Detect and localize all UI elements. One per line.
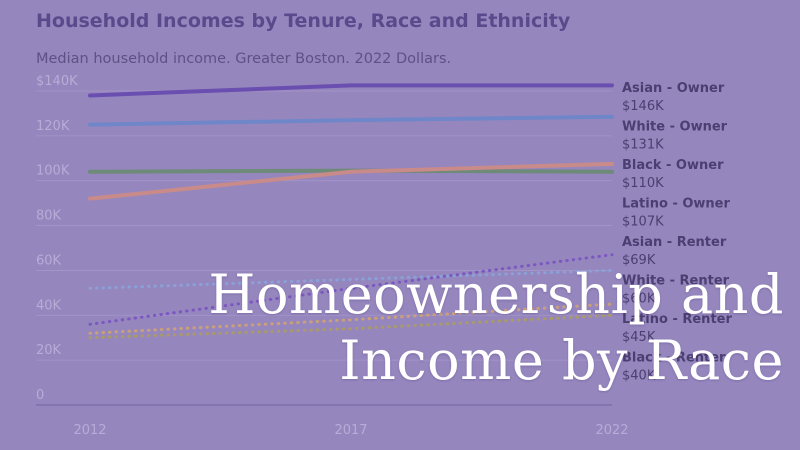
series-label: Black - Owner <box>622 158 724 173</box>
series-line <box>88 83 614 98</box>
x-tick-label: 2012 <box>73 423 106 438</box>
series-line <box>88 313 614 340</box>
x-tick-label: 2017 <box>334 423 367 438</box>
chart-subtitle: Median household income. Greater Boston.… <box>36 51 451 67</box>
x-axis: 2012 2017 2022 <box>73 423 628 438</box>
y-tick-label: 0 <box>36 388 44 403</box>
series-label: White - Renter <box>622 274 730 289</box>
series-labels: Asian - Owner $146K White - Owner $131K Blac… <box>622 81 732 384</box>
series-end-value: $131K <box>622 138 664 153</box>
series-line <box>88 161 614 201</box>
y-tick-label: 20K <box>36 343 62 358</box>
series-end-value: $40K <box>622 369 656 384</box>
series-end-value: $107K <box>622 215 664 230</box>
series-line <box>88 114 614 127</box>
series-line <box>88 268 614 290</box>
series-label: Latino - Owner <box>622 197 730 212</box>
series-end-value: $146K <box>622 99 664 114</box>
series-label: Asian - Renter <box>622 235 727 250</box>
y-tick-label: 80K <box>36 209 62 224</box>
x-tick-label: 2022 <box>595 423 628 438</box>
overlay-title-line-1: Homeownership and <box>208 263 784 326</box>
series-label: Black - Renter <box>622 351 726 366</box>
y-tick-label: 40K <box>36 298 62 313</box>
series-label: White - Owner <box>622 120 728 135</box>
y-tick-label: 120K <box>36 119 70 134</box>
series-line <box>88 302 614 335</box>
y-tick-label: 100K <box>36 164 70 179</box>
series-end-value: $69K <box>622 253 656 268</box>
overlay-title-line-2: Income by Race <box>339 329 784 392</box>
series-end-value: $110K <box>622 176 664 191</box>
series-lines <box>88 83 614 340</box>
grid <box>36 90 612 406</box>
y-axis: 0 20K 40K 60K 80K 100K 120K $140K <box>36 74 78 403</box>
overlay-title: Homeownership and Income by Race <box>4 262 784 394</box>
y-tick-label: $140K <box>36 74 78 89</box>
series-end-value: $45K <box>622 330 656 345</box>
series-label: Asian - Owner <box>622 81 725 96</box>
y-tick-label: 60K <box>36 253 62 268</box>
series-label: Latino - Renter <box>622 312 732 327</box>
series-end-value: $60K <box>622 292 656 307</box>
chart-title: Household Incomes by Tenure, Race and Et… <box>36 10 571 32</box>
